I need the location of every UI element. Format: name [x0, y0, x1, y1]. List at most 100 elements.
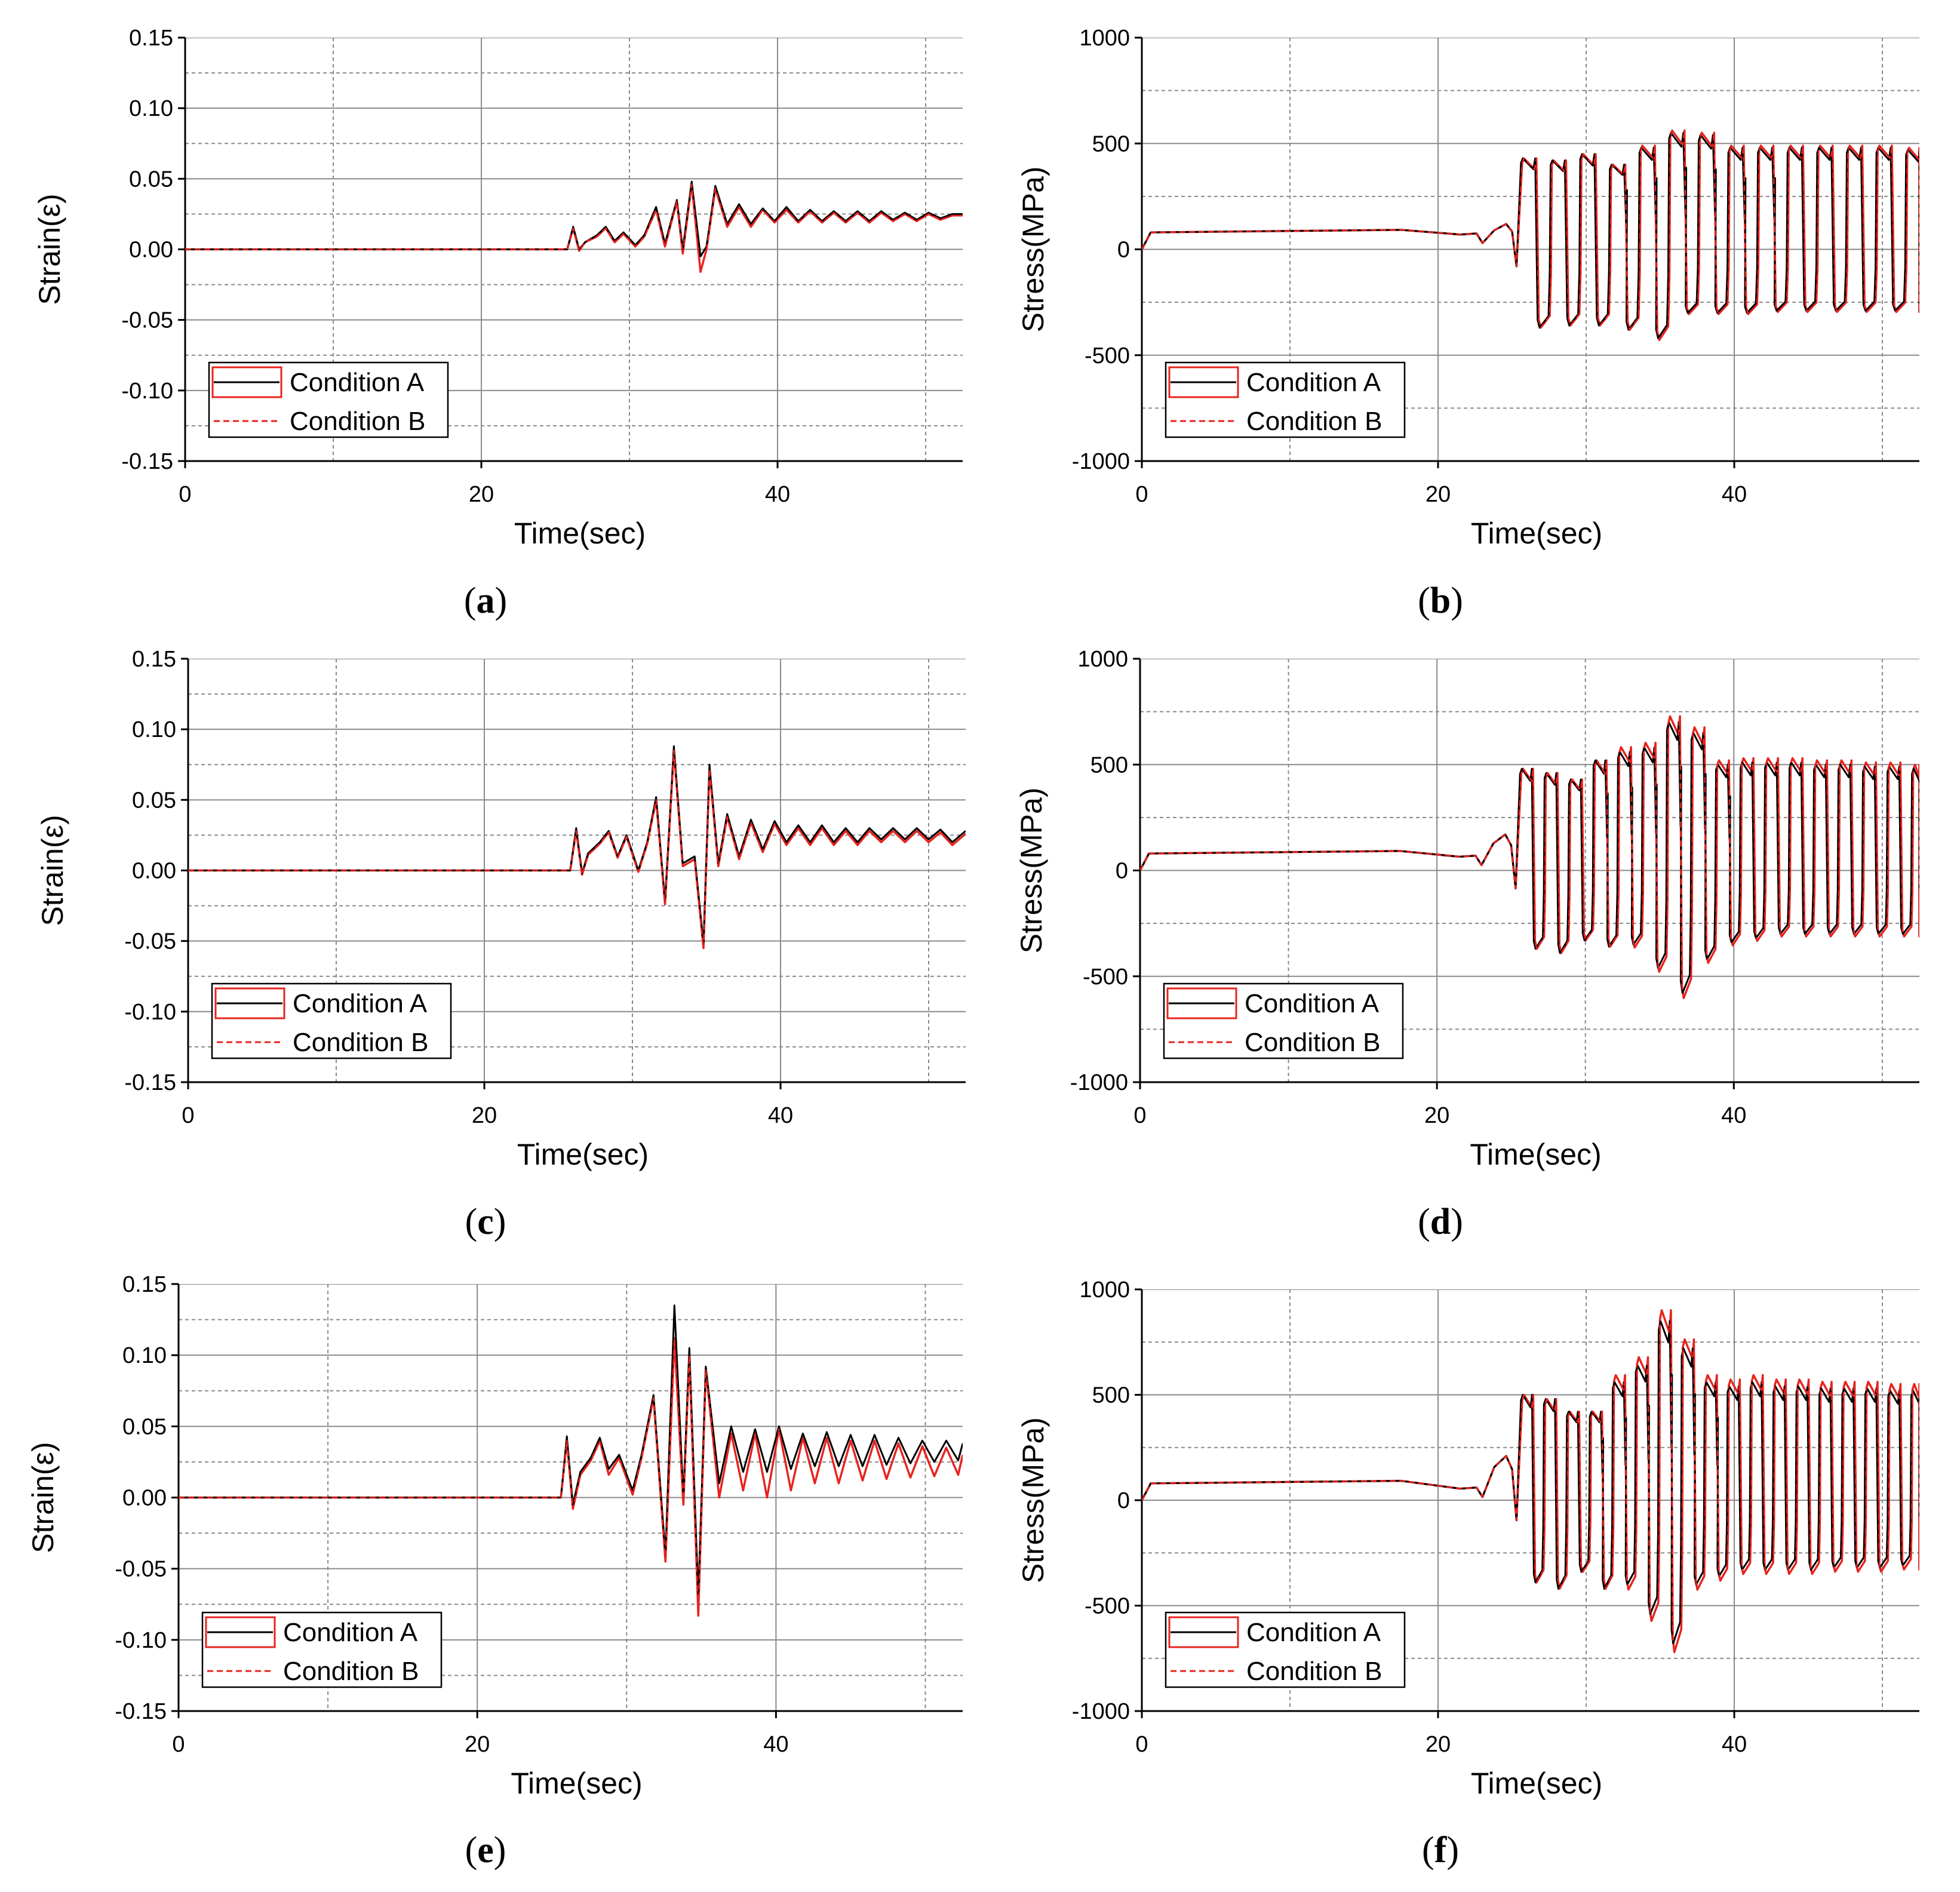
caption-letter: f [1434, 1830, 1448, 1870]
y-tick-label: -0.15 [124, 1070, 176, 1095]
y-tick-label: 0.05 [122, 1414, 167, 1439]
series-condition-a [188, 745, 966, 945]
legend-label-b: Condition B [290, 407, 425, 436]
x-tick-label: 40 [763, 1732, 788, 1757]
y-tick-label: -0.10 [115, 1628, 167, 1653]
legend-label-b: Condition B [1246, 407, 1382, 436]
x-tick-label: 20 [472, 1103, 497, 1128]
series-group [179, 1304, 963, 1617]
series-condition-b-dashed [1142, 1309, 1919, 1653]
y-tick-label: 500 [1090, 752, 1128, 778]
series-condition-b-dashed [1142, 130, 1919, 341]
legend: Condition A Condition B [1165, 1611, 1406, 1688]
y-tick-label: -0.15 [121, 449, 173, 474]
chart-panel-d: -1000 -500 0 500 1000 0 20 40 Time(sec) Stress(MP… [1015, 647, 1919, 1242]
y-axis-title: Strain(ε) [33, 194, 66, 305]
x-axis-title: Time(sec) [511, 1767, 642, 1800]
series-group [1142, 129, 1919, 342]
legend-label-a: Condition A [293, 989, 428, 1018]
y-tick-label: -500 [1085, 1594, 1130, 1619]
gridlines [179, 1284, 963, 1711]
legend-box [1163, 982, 1404, 1059]
caption-close: ) [1451, 1202, 1463, 1242]
y-tick-label: 0.00 [132, 859, 176, 884]
panel-caption: (d) [1418, 1202, 1463, 1242]
x-axis-title: Time(sec) [1471, 1767, 1602, 1800]
caption-open: ( [1418, 1202, 1430, 1242]
x-tick-label: 0 [1135, 482, 1148, 507]
y-tick-label: 0.10 [132, 717, 176, 742]
y-tick-label: 500 [1092, 1383, 1130, 1408]
caption-letter: a [477, 580, 495, 621]
y-tick-label: -500 [1085, 343, 1130, 368]
y-tick-label: -1000 [1072, 449, 1130, 474]
legend-label-a: Condition A [1245, 989, 1380, 1018]
y-tick-label: 0.10 [129, 96, 173, 121]
series-condition-a [185, 180, 963, 257]
caption-open: ( [1422, 1830, 1434, 1870]
x-tick-label: 20 [1424, 1103, 1449, 1128]
y-tick-label: -1000 [1070, 1070, 1128, 1095]
caption-letter: c [477, 1202, 494, 1242]
legend-box [1165, 1611, 1406, 1688]
y-tick-label: 1000 [1077, 647, 1128, 672]
x-tick-label: 0 [182, 1103, 194, 1128]
y-tick-label: 0.00 [129, 238, 173, 263]
x-tick-label: 0 [1133, 1103, 1146, 1128]
legend: Condition A Condition B [1165, 361, 1406, 438]
caption-open: ( [465, 1830, 478, 1870]
x-tick-label: 40 [768, 1103, 793, 1128]
y-tick-label: -500 [1083, 965, 1128, 990]
legend-swatch-a-outline [211, 366, 282, 398]
x-axis-title: Time(sec) [1470, 1138, 1601, 1171]
legend: Condition A Condition B [208, 361, 449, 438]
caption-open: ( [464, 580, 477, 621]
y-tick-label: 0.15 [122, 1272, 167, 1297]
y-tick-label: 0.15 [129, 26, 173, 51]
y-tick-label: 1000 [1079, 26, 1130, 51]
legend-box [208, 361, 449, 438]
gridlines [1142, 38, 1919, 461]
legend-label-a: Condition A [1246, 368, 1381, 397]
legend-box [201, 1611, 443, 1688]
caption-close: ) [1451, 580, 1463, 621]
chart-panel-e: -0.15 -0.10 -0.05 0.00 0.05 0.10 0.15 0 20 40 Time… [26, 1272, 963, 1870]
y-tick-label: -0.10 [124, 1000, 176, 1025]
caption-letter: e [477, 1830, 494, 1870]
series-condition-a [1142, 1320, 1919, 1645]
panel-caption: (c) [465, 1202, 506, 1242]
series-condition-b-dashed [1140, 715, 1919, 999]
legend: Condition A Condition B [211, 982, 452, 1059]
series-condition-a [179, 1304, 963, 1598]
caption-open: ( [465, 1202, 478, 1242]
y-tick-label: -1000 [1072, 1699, 1130, 1724]
y-tick-label: -0.05 [124, 929, 176, 954]
x-tick-label: 40 [1722, 482, 1747, 507]
x-tick-label: 0 [172, 1732, 185, 1757]
y-tick-label: 1000 [1079, 1277, 1130, 1303]
legend: Condition A Condition B [1163, 982, 1404, 1059]
x-tick-label: 20 [1426, 482, 1451, 507]
x-tick-label: 40 [1721, 1103, 1746, 1128]
y-axis-title: Stress(MPa) [1015, 788, 1048, 954]
legend-label-a: Condition A [1246, 1618, 1381, 1647]
legend: Condition A Condition B [201, 1611, 443, 1688]
y-axis-title: Stress(MPa) [1016, 1417, 1050, 1583]
series-group [1142, 1309, 1919, 1654]
y-axis-title: Strain(ε) [36, 815, 69, 926]
y-tick-label: 500 [1092, 131, 1130, 156]
x-tick-label: 20 [1426, 1732, 1451, 1757]
panel-caption: (e) [465, 1830, 506, 1870]
series-condition-b-dashed [185, 183, 963, 273]
x-axis-title: Time(sec) [1471, 517, 1602, 550]
y-tick-label: 0.15 [132, 647, 176, 672]
legend-label-a: Condition A [283, 1618, 418, 1647]
caption-letter: d [1430, 1202, 1451, 1242]
series-condition-b-dashed [179, 1337, 963, 1617]
x-tick-label: 40 [765, 482, 790, 507]
series-condition-b [188, 749, 966, 950]
y-tick-label: 0.05 [129, 167, 173, 192]
y-tick-label: 0 [1117, 1488, 1130, 1513]
x-tick-label: 20 [465, 1732, 490, 1757]
